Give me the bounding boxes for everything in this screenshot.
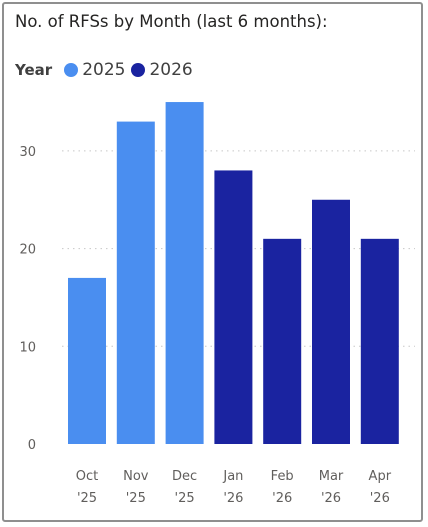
legend: Year 2025 2026 [15,58,199,82]
x-tick-label-2: Dec '25 [172,469,197,506]
x-tick-label-4: Feb '26 [271,469,294,506]
bar-3[interactable] [214,170,253,444]
legend-swatch-2026 [131,63,146,77]
legend-label-2026: 2026 [149,60,193,80]
legend-item-2025[interactable]: 2025 [64,60,125,80]
y-tick-label-20: 20 [19,243,36,258]
legend-swatch-2025 [64,63,79,77]
legend-title: Year [15,61,53,79]
legend-item-2026[interactable]: 2026 [131,60,193,80]
bar-6[interactable] [360,238,399,444]
bar-2[interactable] [165,102,204,445]
bar-1[interactable] [116,121,155,444]
legend-label-2025: 2025 [82,60,126,80]
x-tick-label-1: Nov '25 [123,469,149,506]
x-tick-label-5: Mar '26 [319,469,344,506]
y-tick-label-0: 0 [28,438,36,453]
chart-title: No. of RFSs by Month (last 6 months): [15,12,328,31]
x-tick-label-6: Apr '26 [369,469,392,506]
bar-0[interactable] [68,277,106,444]
bar-5[interactable] [312,199,350,444]
y-tick-label-30: 30 [19,145,36,160]
bar-4[interactable] [263,238,302,444]
x-tick-label-0: Oct '25 [76,469,98,506]
x-tick-label-3: Jan '26 [222,469,243,506]
y-tick-label-10: 10 [19,340,36,355]
